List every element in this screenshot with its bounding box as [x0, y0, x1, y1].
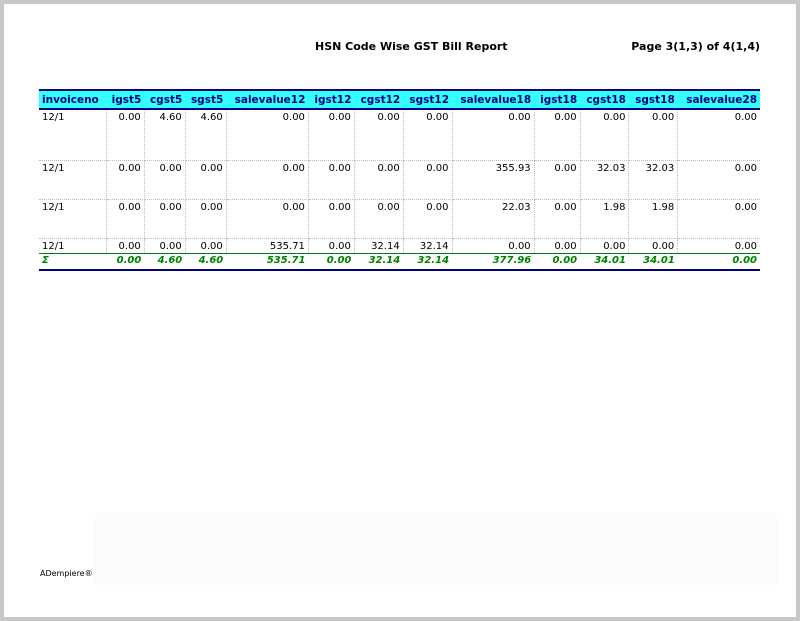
table-cell: 32.03: [628, 160, 679, 200]
table-cell: 355.93: [452, 160, 535, 200]
table-cell: 0.00: [452, 238, 535, 254]
table-cell: 0.00: [354, 109, 404, 161]
cell-invoiceno[interactable]: 12/1: [39, 238, 107, 254]
total-cell: 34.01: [628, 253, 678, 271]
table-cell: 1.98: [580, 199, 630, 239]
table-cell: 0.00: [534, 238, 581, 254]
adempiere-logo: ADempiere®: [40, 569, 93, 578]
table-cell: 0.00: [677, 238, 760, 254]
table-cell: 0.00: [534, 160, 581, 200]
report-table: invoiceno igst5 cgst5 sgst5 salevalue12 …: [39, 89, 760, 271]
col-header-salevalue18[interactable]: salevalue18: [452, 89, 535, 110]
table-cell: 0.00: [403, 109, 453, 161]
table-cell: 0.00: [144, 238, 186, 254]
table-cell: 22.03: [452, 199, 535, 239]
cell-invoiceno[interactable]: 12/1: [39, 160, 107, 200]
sum-icon: Σ: [39, 253, 107, 271]
table-cell: 0.00: [226, 199, 309, 239]
total-cell: 0.00: [534, 253, 581, 271]
table-cell: 0.00: [106, 238, 145, 254]
total-cell: 4.60: [185, 253, 227, 271]
total-row: Σ 0.00 4.60 4.60 535.71 0.00 32.14 32.14…: [39, 253, 760, 271]
table-cell: 0.00: [226, 160, 309, 200]
table-cell: 0.00: [403, 160, 453, 200]
table-cell: 0.00: [677, 199, 760, 239]
col-header-cgst18[interactable]: cgst18: [580, 89, 629, 110]
total-cell: 34.01: [580, 253, 629, 271]
table-cell: 0.00: [106, 199, 145, 239]
table-cell: 0.00: [354, 160, 404, 200]
col-header-sgst18[interactable]: sgst18: [628, 89, 678, 110]
table-cell: 0.00: [308, 109, 355, 161]
col-header-invoiceno[interactable]: invoiceno: [39, 89, 107, 110]
total-cell: 32.14: [403, 253, 453, 271]
table-cell: 0.00: [226, 109, 309, 161]
table-cell: 0.00: [308, 199, 355, 239]
table-cell: 0.00: [677, 160, 760, 200]
col-header-salevalue28[interactable]: salevalue28: [677, 89, 760, 110]
col-header-igst18[interactable]: igst18: [534, 89, 581, 110]
report-title: HSN Code Wise GST Bill Report: [315, 40, 508, 53]
col-header-sgst5[interactable]: sgst5: [185, 89, 227, 110]
table-cell: 0.00: [452, 109, 535, 161]
table-row: 12/1 0.00 0.00 0.00 0.00 0.00 0.00 0.00 …: [39, 160, 760, 200]
total-cell: 535.71: [226, 253, 309, 271]
table-cell: 0.00: [308, 238, 355, 254]
table-cell: 4.60: [185, 109, 227, 161]
table-row: 12/1 0.00 4.60 4.60 0.00 0.00 0.00 0.00 …: [39, 109, 760, 161]
table-cell: 0.00: [144, 160, 186, 200]
table-cell: 0.00: [580, 109, 630, 161]
table-cell: 0.00: [628, 238, 679, 254]
total-cell: 0.00: [677, 253, 760, 271]
table-cell: 32.14: [403, 238, 453, 254]
total-cell: 0.00: [308, 253, 355, 271]
table-cell: 1.98: [628, 199, 679, 239]
table-cell: 0.00: [185, 199, 227, 239]
table-cell: 0.00: [308, 160, 355, 200]
table-cell: 0.00: [144, 199, 186, 239]
table-cell: 0.00: [106, 160, 145, 200]
table-cell: 535.71: [226, 238, 309, 254]
page-info: Page 3(1,3) of 4(1,4): [631, 40, 760, 53]
total-cell: 4.60: [144, 253, 186, 271]
total-cell: 32.14: [354, 253, 404, 271]
col-header-igst5[interactable]: igst5: [106, 89, 145, 110]
table-cell: 0.00: [580, 238, 630, 254]
table-cell: 32.14: [354, 238, 404, 254]
col-header-cgst5[interactable]: cgst5: [144, 89, 186, 110]
table-cell: 0.00: [185, 160, 227, 200]
total-cell: 377.96: [452, 253, 535, 271]
table-cell: 32.03: [580, 160, 630, 200]
table-cell: 0.00: [677, 109, 760, 161]
table-cell: 0.00: [628, 109, 679, 161]
total-cell: 0.00: [106, 253, 145, 271]
table-cell: 0.00: [534, 109, 581, 161]
table-row: 12/1 0.00 0.00 0.00 0.00 0.00 0.00 0.00 …: [39, 199, 760, 239]
table-cell: 4.60: [144, 109, 186, 161]
table-row: 12/1 0.00 0.00 0.00 535.71 0.00 32.14 32…: [39, 238, 760, 254]
col-header-igst12[interactable]: igst12: [308, 89, 355, 110]
footer-area: [95, 513, 777, 585]
cell-invoiceno[interactable]: 12/1: [39, 109, 107, 161]
table-cell: 0.00: [106, 109, 145, 161]
col-header-cgst12[interactable]: cgst12: [354, 89, 404, 110]
col-header-sgst12[interactable]: sgst12: [403, 89, 453, 110]
table-cell: 0.00: [534, 199, 581, 239]
header-row: invoiceno igst5 cgst5 sgst5 salevalue12 …: [39, 89, 760, 110]
table-cell: 0.00: [354, 199, 404, 239]
cell-invoiceno[interactable]: 12/1: [39, 199, 107, 239]
table-cell: 0.00: [403, 199, 453, 239]
col-header-salevalue12[interactable]: salevalue12: [226, 89, 309, 110]
table-cell: 0.00: [185, 238, 227, 254]
